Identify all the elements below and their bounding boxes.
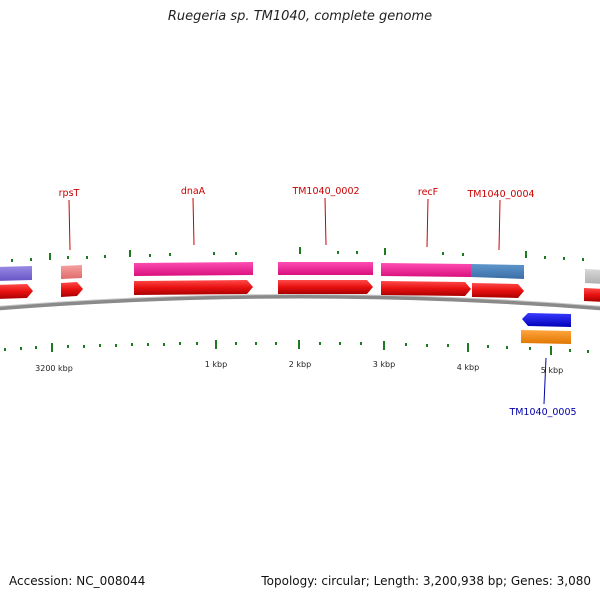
tick-label-2kbp: 2 kbp	[289, 360, 311, 369]
cds-arrow-left[interactable]	[0, 284, 33, 299]
upper-tick-marks	[11, 247, 584, 262]
gene-label-dnaA[interactable]: dnaA	[181, 186, 206, 197]
label-leaders	[68, 197, 547, 405]
tick-label-3kbp: 3 kbp	[373, 360, 395, 369]
map-title: Ruegeria sp. TM1040, complete genome	[167, 9, 433, 24]
genome-summary-text: Topology: circular; Length: 3,200,938 bp…	[261, 574, 591, 588]
genome-backbone	[0, 294, 600, 311]
feature-TM1040-0004[interactable]	[471, 264, 524, 279]
reverse-cds-track	[521, 313, 571, 344]
feature-track	[0, 262, 600, 284]
gene-label-TM1040-0002[interactable]: TM1040_0002	[291, 186, 359, 197]
gene-label-TM1040-0005[interactable]: TM1040_0005	[508, 407, 576, 418]
cds-arrow-TM1040-0005[interactable]	[522, 313, 571, 327]
cds-arrow-TM1040-0004[interactable]	[472, 283, 524, 298]
tick-label-4kbp: 4 kbp	[457, 363, 479, 372]
forward-cds-track	[0, 280, 600, 302]
lower-tick-marks	[4, 340, 589, 355]
cds-arrow-recF[interactable]	[381, 281, 471, 296]
feature-rpsT[interactable]	[61, 265, 82, 279]
cds-arrow-TM1040-0002[interactable]	[278, 280, 373, 294]
feature-TM1040-0005[interactable]	[521, 330, 571, 344]
cds-arrow-dnaA[interactable]	[134, 280, 253, 295]
cds-arrow-right[interactable]	[584, 288, 600, 302]
tick-label-5kbp: 5 kbp	[541, 366, 563, 375]
feature-TM1040-0002[interactable]	[278, 262, 373, 275]
feature-purple-left[interactable]	[0, 266, 32, 281]
gene-label-rpsT[interactable]: rpsT	[59, 188, 80, 199]
gene-label-recF[interactable]: recF	[418, 187, 438, 198]
tick-label-1kbp: 1 kbp	[205, 360, 227, 369]
gene-label-TM1040-0004[interactable]: TM1040_0004	[466, 189, 534, 200]
feature-recF[interactable]	[381, 263, 471, 277]
cds-arrow-rpsT[interactable]	[61, 282, 83, 297]
feature-grey-right[interactable]	[585, 269, 600, 284]
genome-backbone-highlight	[0, 294, 600, 307]
tick-label-3200kbp: 3200 kbp	[35, 364, 73, 373]
accession-text: Accession: NC_008044	[9, 574, 146, 588]
feature-dnaA[interactable]	[134, 262, 253, 276]
